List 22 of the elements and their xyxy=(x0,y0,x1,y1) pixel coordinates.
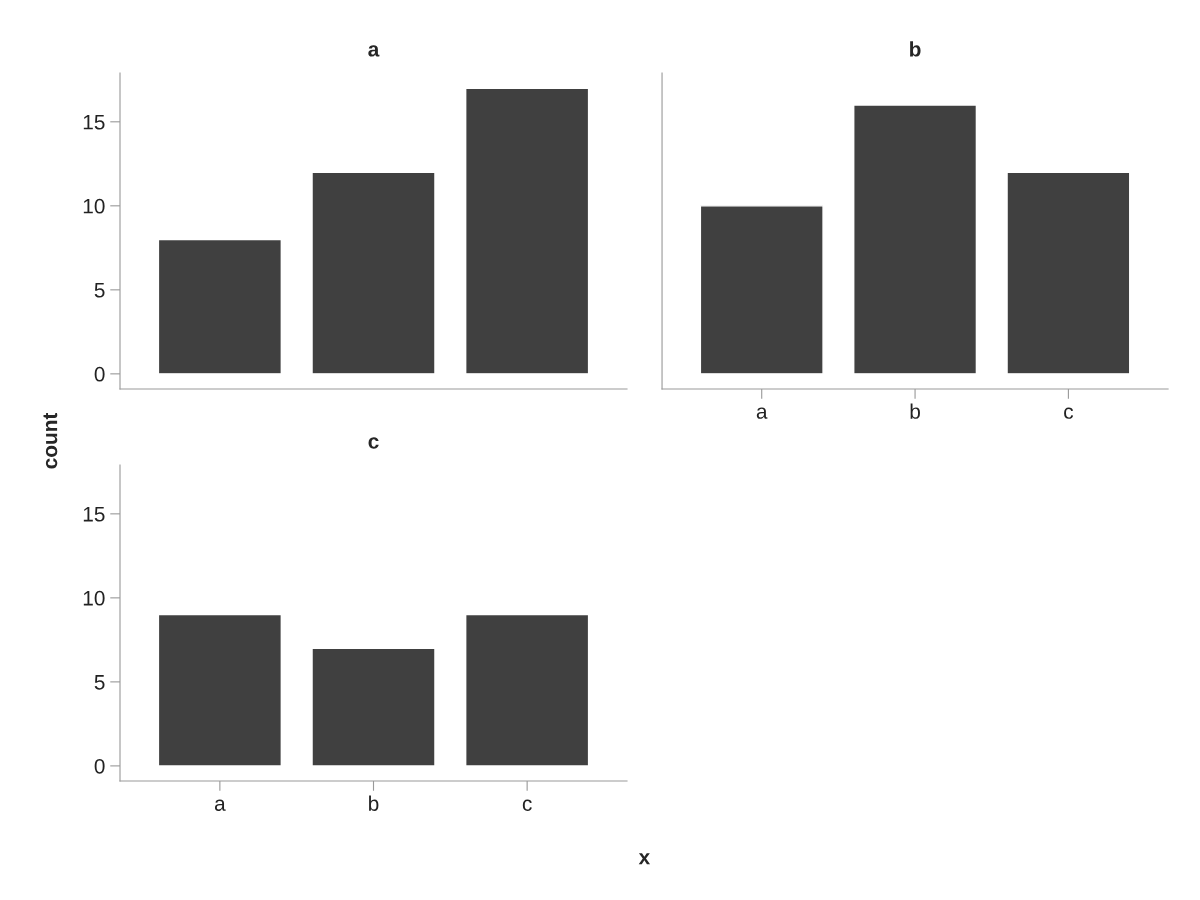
y-tick-label: 10 xyxy=(83,590,105,606)
bar xyxy=(157,238,283,375)
bar xyxy=(311,171,436,375)
x-tick-label: a xyxy=(756,407,768,419)
x-tick-label: b xyxy=(910,403,920,419)
x-tick-label: a xyxy=(214,799,226,811)
x-axis-title: x xyxy=(638,853,651,865)
y-axis-title: count xyxy=(43,412,58,469)
y-tick-label: 5 xyxy=(94,675,105,690)
chart-title: c xyxy=(368,437,379,449)
y-tick-label: 5 xyxy=(94,283,105,298)
y-tick-label: 15 xyxy=(83,115,105,130)
chart-title: a xyxy=(368,45,380,57)
x-tick-label: c xyxy=(1064,407,1074,419)
y-tick-label: 0 xyxy=(94,366,105,382)
chart-title: b xyxy=(910,41,921,57)
bar xyxy=(464,87,590,375)
y-tick-label: 0 xyxy=(94,758,105,774)
x-tick-label: c xyxy=(522,799,532,811)
x-tick-label: b xyxy=(369,795,379,811)
y-tick-label: 15 xyxy=(83,507,105,522)
y-tick-label: 10 xyxy=(83,198,105,214)
